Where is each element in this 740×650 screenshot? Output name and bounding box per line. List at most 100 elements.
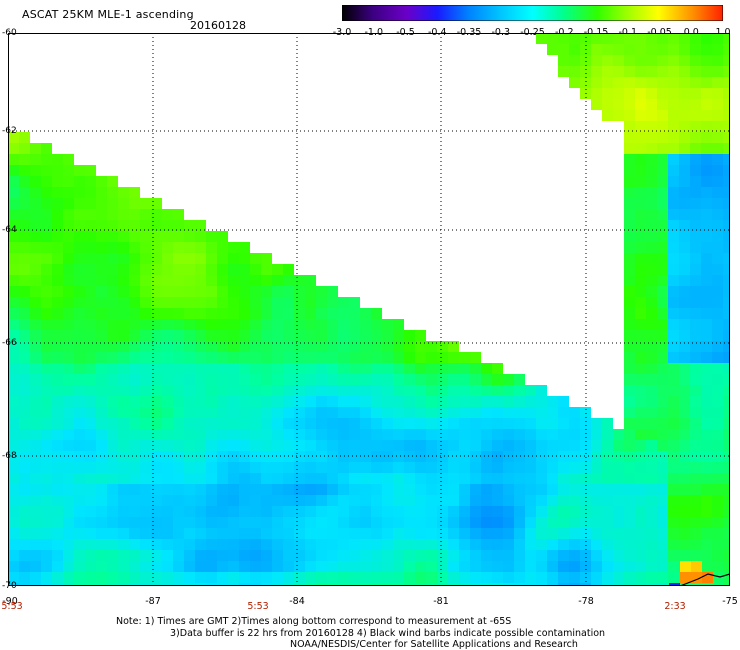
swath-cell xyxy=(96,242,107,253)
swath-cell xyxy=(382,374,393,385)
swath-cell xyxy=(118,451,129,462)
swath-cell xyxy=(613,429,624,440)
swath-cell xyxy=(569,55,580,66)
swath-cell xyxy=(118,440,129,451)
lat-label: -70 xyxy=(2,581,17,591)
swath-cell xyxy=(206,396,217,407)
swath-cell xyxy=(316,528,327,539)
swath-cell xyxy=(195,550,206,561)
swath-cell xyxy=(635,132,646,143)
swath-cell xyxy=(52,209,63,220)
swath-cell xyxy=(118,385,129,396)
swath-cell xyxy=(635,319,646,330)
map-title: ASCAT 25KM MLE-1 ascending xyxy=(22,8,194,21)
swath-cell xyxy=(679,440,690,451)
swath-cell xyxy=(657,517,668,528)
swath-cell xyxy=(151,495,162,506)
swath-cell xyxy=(206,528,217,539)
swath-cell xyxy=(8,297,19,308)
swath-cell xyxy=(85,495,96,506)
swath-cell xyxy=(272,462,283,473)
swath-cell xyxy=(162,506,173,517)
lon-label: -87 xyxy=(145,596,161,607)
swath-cell xyxy=(393,539,404,550)
swath-cell xyxy=(173,231,184,242)
swath-cell xyxy=(272,583,283,586)
swath-cell xyxy=(514,407,525,418)
swath-cell xyxy=(338,550,349,561)
swath-cell xyxy=(151,429,162,440)
swath-cell xyxy=(338,319,349,330)
swath-cell xyxy=(41,517,52,528)
swath-cell xyxy=(371,308,382,319)
swath-cell xyxy=(239,473,250,484)
swath-cell xyxy=(162,264,173,275)
swath-cell xyxy=(250,506,261,517)
swath-cell xyxy=(558,572,569,583)
swath-cell xyxy=(646,583,657,586)
swath-cell xyxy=(283,264,294,275)
swath-cell xyxy=(129,220,140,231)
swath-cell xyxy=(63,407,74,418)
swath-cell xyxy=(690,550,701,561)
swath-cell xyxy=(492,473,503,484)
swath-cell xyxy=(294,275,305,286)
swath-cell xyxy=(426,539,437,550)
swath-cell xyxy=(701,220,712,231)
swath-cell xyxy=(668,330,679,341)
swath-cell xyxy=(624,220,635,231)
swath-cell xyxy=(162,440,173,451)
swath-cell xyxy=(261,275,272,286)
swath-cell xyxy=(349,385,360,396)
swath-cell xyxy=(305,517,316,528)
swath-cell xyxy=(327,330,338,341)
swath-cell xyxy=(448,550,459,561)
swath-cell xyxy=(118,231,129,242)
swath-cell xyxy=(338,572,349,583)
swath-cell xyxy=(19,143,30,154)
swath-cell xyxy=(261,429,272,440)
swath-cell xyxy=(371,330,382,341)
swath-cell xyxy=(118,473,129,484)
swath-cell xyxy=(30,209,41,220)
swath-cell xyxy=(668,55,679,66)
swath-cell xyxy=(613,33,624,44)
swath-cell xyxy=(635,363,646,374)
swath-cell xyxy=(349,396,360,407)
swath-cell xyxy=(481,418,492,429)
swath-cell xyxy=(162,363,173,374)
swath-cell xyxy=(239,528,250,539)
swath-cell xyxy=(96,308,107,319)
swath-cell xyxy=(250,297,261,308)
lon-label: -90 xyxy=(2,596,18,607)
swath-cell xyxy=(338,363,349,374)
swath-cell xyxy=(712,242,723,253)
swath-cell xyxy=(701,561,712,572)
swath-cell xyxy=(206,495,217,506)
swath-cell xyxy=(217,297,228,308)
swath-cell xyxy=(74,561,85,572)
swath-cell xyxy=(712,253,723,264)
swath-cell xyxy=(349,330,360,341)
swath-cell xyxy=(85,286,96,297)
swath-cell xyxy=(690,242,701,253)
swath-cell xyxy=(52,451,63,462)
swath-cell xyxy=(250,385,261,396)
swath-cell xyxy=(679,473,690,484)
swath-cell xyxy=(118,220,129,231)
swath-cell xyxy=(8,231,19,242)
swath-cell xyxy=(228,429,239,440)
swath-cell xyxy=(679,363,690,374)
swath-cell xyxy=(613,517,624,528)
swath-cell xyxy=(404,407,415,418)
swath-cell xyxy=(349,462,360,473)
swath-cell xyxy=(96,286,107,297)
swath-cell xyxy=(624,550,635,561)
swath-cell xyxy=(723,66,730,77)
swath-cell xyxy=(162,561,173,572)
swath-cell xyxy=(184,297,195,308)
swath-cell xyxy=(217,440,228,451)
swath-cell xyxy=(624,253,635,264)
swath-cell xyxy=(30,286,41,297)
swath-cell xyxy=(690,484,701,495)
